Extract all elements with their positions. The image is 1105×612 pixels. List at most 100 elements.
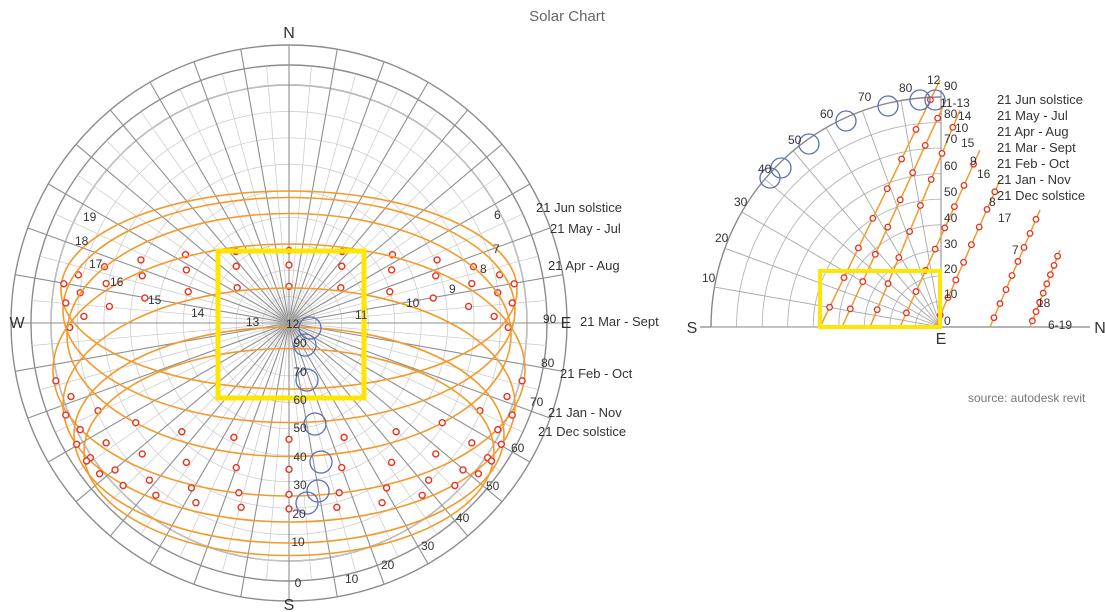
polar-azimuth-line <box>77 322 290 472</box>
section-legend-apr: 21 Apr - Aug <box>997 124 1069 139</box>
section-sun-point <box>938 149 946 157</box>
polar-highlight-box <box>215 248 367 401</box>
altitude-label-30: 30 <box>293 478 307 492</box>
polar-analemma-marker <box>306 479 330 503</box>
polar-sun-point <box>60 280 68 288</box>
polar-path-labels: 21 Jun solstice 21 May - Jul 21 Apr - Au… <box>536 200 659 439</box>
polar-sun-point <box>338 463 346 472</box>
polar-sun-point <box>432 450 440 458</box>
polar-sun-point <box>464 302 473 311</box>
polar-sun-point <box>80 312 88 321</box>
section-sun-point <box>1046 271 1054 279</box>
section-sun-point <box>1008 272 1016 279</box>
polar-azimuth-line <box>266 65 290 324</box>
polar-sun-point <box>285 490 293 499</box>
section-sun-point <box>983 205 991 213</box>
polar-azimuth-line <box>288 255 539 324</box>
hour-label-19: 19 <box>83 210 97 224</box>
hour-label-14: 14 <box>191 306 205 320</box>
polar-sun-point <box>138 450 146 458</box>
section-altitude-arc <box>761 147 942 328</box>
polar-sun-point <box>468 439 476 447</box>
polar-sun-point <box>451 481 459 490</box>
polar-sun-point <box>132 418 140 427</box>
section-legend-dec: 21 Dec solstice <box>997 188 1085 203</box>
section-legend-jan: 21 Jan - Nov <box>997 172 1071 187</box>
section-label-14: 14 <box>958 109 972 123</box>
section-sun-point <box>884 280 892 288</box>
section-altitude-arc <box>812 198 942 328</box>
polar-azimuth-line <box>75 143 290 324</box>
polar-sun-point <box>141 294 149 302</box>
polar-azimuth-line <box>39 322 290 391</box>
polar-sun-path <box>60 190 518 390</box>
section-sun-point <box>1054 252 1062 260</box>
section-sun-point <box>869 214 877 222</box>
section-sun-path-line <box>1029 249 1061 328</box>
hour-label-7: 7 <box>493 242 500 256</box>
polar-azimuth-line <box>288 322 547 346</box>
section-sun-point <box>871 250 879 258</box>
section-sun-point <box>846 305 854 313</box>
azimuth-label-90: 90 <box>543 312 557 326</box>
section-axis-label-60: 60 <box>944 159 958 173</box>
section-legend: 21 Jun solstice 21 May - Jul 21 Apr - Au… <box>997 92 1085 203</box>
section-sun-point <box>960 258 968 266</box>
section-sun-point <box>975 223 983 231</box>
polar-azimuth-line <box>288 143 503 324</box>
polar-sun-point <box>285 465 293 474</box>
section-altitude-arc <box>838 224 942 328</box>
polar-analemma-marker <box>295 368 319 392</box>
polar-sun-point <box>494 425 502 434</box>
section-sun-point <box>1032 215 1040 223</box>
polar-sun-point <box>152 491 160 499</box>
section-axis-label-50: 50 <box>944 185 958 199</box>
hour-label-9: 9 <box>449 282 456 296</box>
section-axis-label-30: 30 <box>944 237 958 251</box>
section-sun-point <box>859 278 867 286</box>
polar-sun-point <box>138 272 146 280</box>
altitude-label-50: 50 <box>293 421 307 435</box>
section-analemma-marker <box>877 95 899 117</box>
chart-title: Solar Chart <box>529 8 606 25</box>
polar-azimuth-line <box>47 322 290 463</box>
section-altitude-arc <box>889 275 942 328</box>
polar-sun-point <box>102 279 110 288</box>
section-label-18: 18 <box>1037 296 1051 310</box>
polar-azimuth-line <box>47 183 290 324</box>
polar-south-label: S <box>284 597 295 612</box>
polar-sun-point <box>495 271 504 279</box>
polar-sun-point <box>518 377 526 385</box>
polar-sun-point <box>182 266 191 274</box>
polar-azimuth-line <box>240 49 290 324</box>
polar-path-label-apr: 21 Apr - Aug <box>548 258 620 273</box>
section-axis-label-70: 70 <box>944 132 958 146</box>
polar-azimuth-line <box>140 322 290 535</box>
section-arc-label-80: 80 <box>899 81 913 95</box>
polar-sun-point <box>232 262 240 270</box>
polar-azimuth-line <box>109 322 290 537</box>
section-hour-labels: 12 90 11-13 14 10 15 9 16 8 17 7 18 6-19 <box>927 73 1072 332</box>
polar-sun-point <box>105 302 114 311</box>
hour-label-17: 17 <box>89 257 103 271</box>
section-sun-path-line <box>869 109 961 328</box>
polar-azimuth-line <box>288 109 469 324</box>
polar-sun-point <box>432 272 440 280</box>
section-legend-mar: 21 Mar - Sept <box>997 140 1076 155</box>
polar-sun-point <box>102 439 110 447</box>
section-sun-point <box>941 224 949 232</box>
polar-azimuth-line <box>288 213 523 324</box>
section-sun-point <box>826 303 834 311</box>
polar-sun-point <box>333 503 341 512</box>
polar-azimuth-line <box>288 322 312 581</box>
polar-sun-point <box>178 428 186 436</box>
section-legend-may: 21 May - Jul <box>997 108 1068 123</box>
polar-azimuth-line <box>288 322 338 597</box>
polar-azimuth-line <box>109 109 290 324</box>
section-sun-point <box>927 175 935 183</box>
section-sun-point <box>906 228 914 235</box>
polar-azimuth-line <box>39 255 290 324</box>
polar-azimuth-labels: 10 20 30 40 50 60 70 80 90 <box>345 312 557 586</box>
altitude-label-40: 40 <box>293 450 307 464</box>
section-label-11-13: 11-13 <box>940 96 970 110</box>
